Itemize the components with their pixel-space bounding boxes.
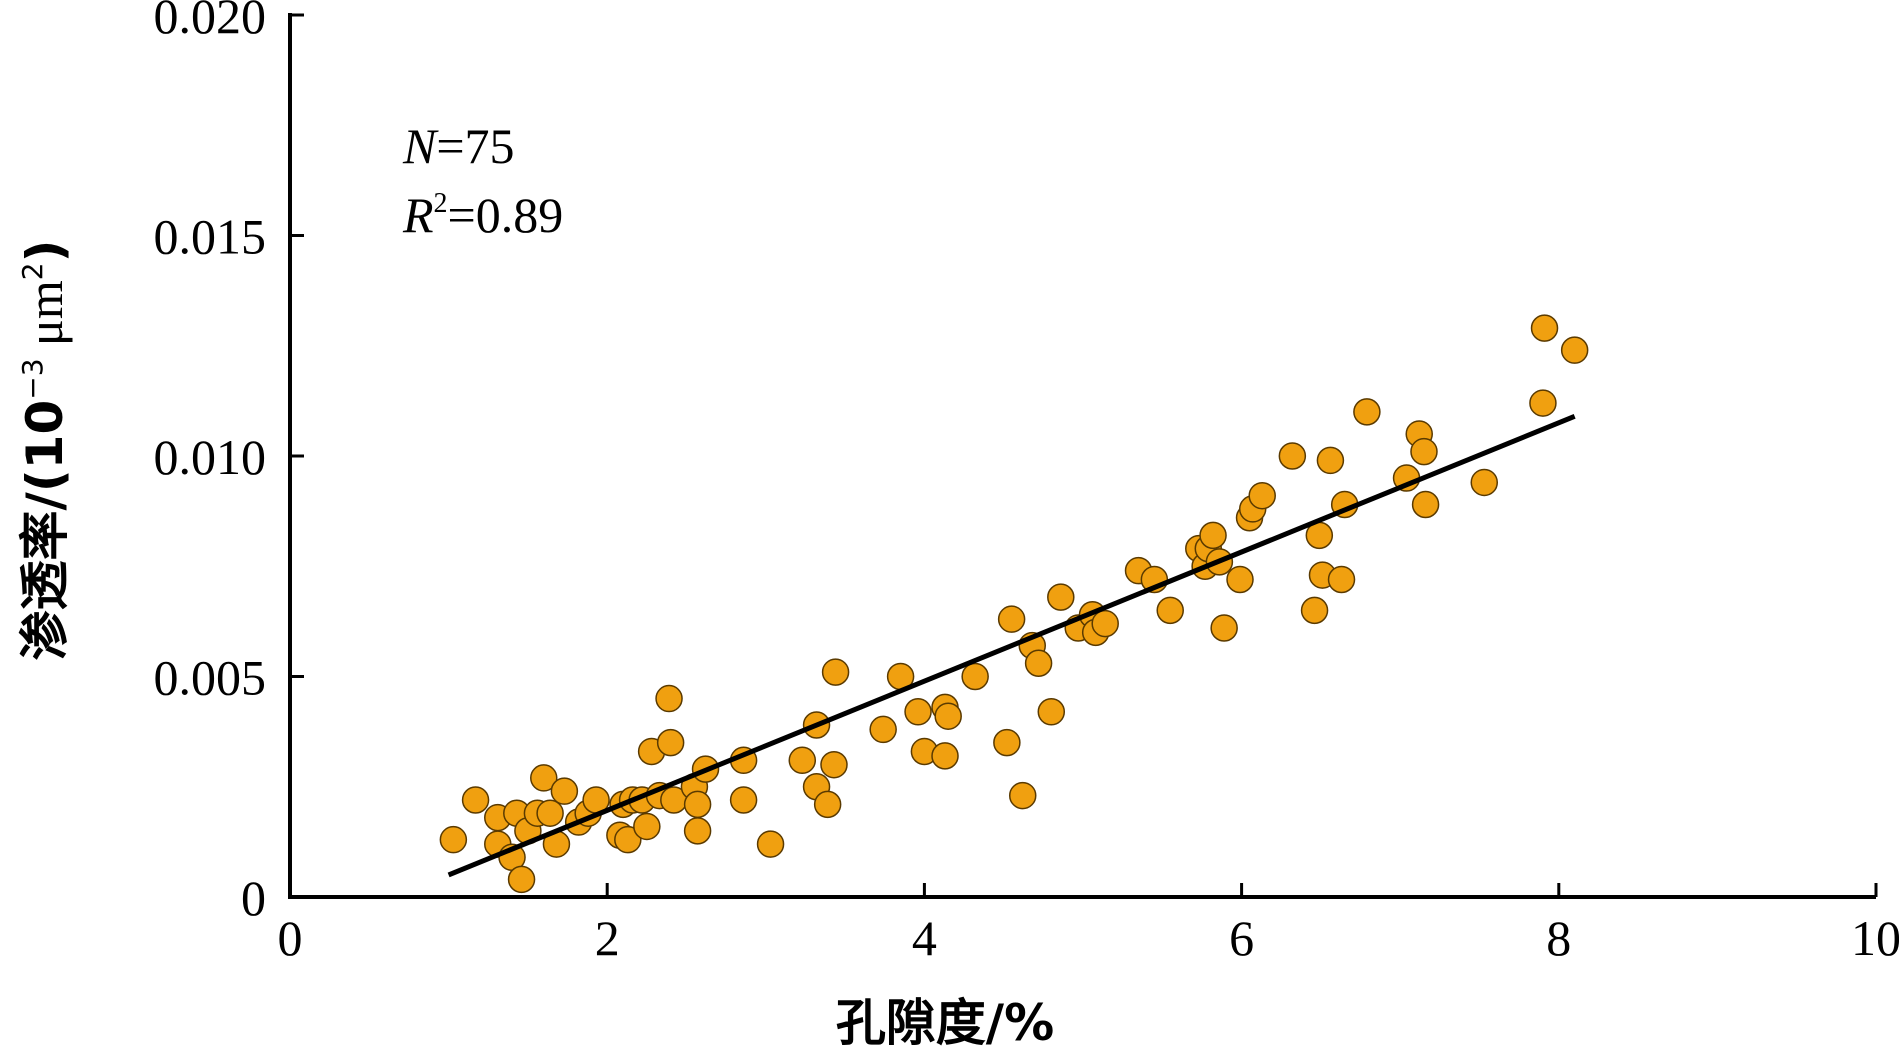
y-axis-title-main: 渗透率/(10 xyxy=(16,400,74,661)
data-point xyxy=(1199,521,1227,550)
data-point xyxy=(1529,389,1557,417)
x-tick-label: 4 xyxy=(912,910,937,966)
data-point xyxy=(904,698,932,726)
x-tick-label: 6 xyxy=(1229,910,1254,966)
data-point xyxy=(1410,437,1438,466)
data-point xyxy=(1411,490,1440,519)
data-point xyxy=(1353,398,1381,426)
data-point xyxy=(997,605,1026,633)
data-point xyxy=(683,790,712,819)
data-point xyxy=(1278,442,1307,470)
y-axis-title-exp: −3 xyxy=(16,358,49,399)
data-point xyxy=(869,715,897,744)
data-point xyxy=(655,684,683,713)
data-point xyxy=(439,825,468,854)
y-axis-title-close: ) xyxy=(16,240,74,263)
data-point xyxy=(1530,314,1559,342)
trend-line xyxy=(447,413,1576,878)
data-point xyxy=(813,790,842,819)
y-tick-label: 0.020 xyxy=(154,0,267,44)
data-point xyxy=(1091,609,1119,638)
data-point xyxy=(1300,596,1329,625)
data-point xyxy=(1024,649,1053,678)
data-point xyxy=(461,786,490,814)
data-point xyxy=(683,817,712,845)
x-tick-label: 10 xyxy=(1851,910,1899,966)
data-point xyxy=(614,825,642,854)
data-point xyxy=(1037,698,1066,726)
data-point xyxy=(788,746,817,775)
data-point xyxy=(1047,583,1075,611)
data-point xyxy=(931,742,959,770)
y-axis-title-unit-exp: 2 xyxy=(16,262,49,280)
r-value: =0.89 xyxy=(448,187,564,243)
r-exponent: 2 xyxy=(434,188,448,219)
data-point xyxy=(756,830,785,858)
axes-layer xyxy=(288,13,1876,899)
data-point xyxy=(1226,565,1254,594)
data-point xyxy=(961,662,989,691)
data-point xyxy=(1560,336,1589,364)
data-point xyxy=(507,865,536,894)
x-axis-title: 孔隙度/% xyxy=(836,994,1054,1052)
r2-annotation: R2=0.89 xyxy=(402,187,563,243)
data-point xyxy=(820,750,848,779)
data-point xyxy=(656,728,685,757)
r-variable: R xyxy=(402,187,434,243)
data-point xyxy=(993,728,1021,757)
x-tick-label: 2 xyxy=(595,910,620,966)
data-point xyxy=(1470,468,1499,497)
x-tick-label: 0 xyxy=(278,910,303,966)
data-point xyxy=(1156,596,1184,625)
y-axis-title: 渗透率/(10−3 μm2) xyxy=(16,240,74,661)
data-point xyxy=(536,799,564,827)
x-tick-label: 8 xyxy=(1546,910,1571,966)
data-point xyxy=(1316,446,1345,475)
data-point xyxy=(633,812,661,841)
y-axis-title-unit: μm xyxy=(17,280,73,358)
data-point xyxy=(729,786,758,814)
data-point xyxy=(1248,481,1276,510)
ticks-layer: 0 2 4 6 8 10 0 0.005 0.010 0.015 0.020 xyxy=(154,0,1899,966)
n-value: =75 xyxy=(436,118,514,174)
data-point xyxy=(934,702,962,730)
n-annotation: N=75 xyxy=(402,118,515,174)
data-point xyxy=(1210,614,1238,642)
data-point xyxy=(1327,565,1356,594)
data-point xyxy=(821,658,850,686)
y-tick-label: 0.015 xyxy=(154,209,267,265)
n-variable: N xyxy=(402,118,439,174)
data-point xyxy=(1008,781,1037,810)
y-tick-label: 0.005 xyxy=(154,650,267,706)
y-tick-label: 0.010 xyxy=(154,429,267,485)
data-point xyxy=(530,764,558,792)
y-tick-label: 0 xyxy=(241,870,266,926)
data-point xyxy=(550,777,579,805)
